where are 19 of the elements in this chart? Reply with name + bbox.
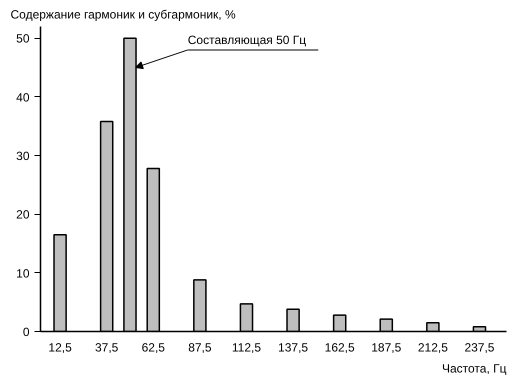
x-tick-label: 237,5 xyxy=(464,340,495,354)
y-tick-label: 30 xyxy=(16,149,30,164)
y-tick-label: 0 xyxy=(22,325,30,339)
x-tick-label: 37,5 xyxy=(94,340,119,354)
x-axis-title: Частота, Гц xyxy=(442,362,507,376)
y-tick-label: 20 xyxy=(16,208,30,222)
x-tick-label: 112,5 xyxy=(232,340,262,354)
x-tick-label: 212,5 xyxy=(418,340,448,354)
x-tick-label: 187,5 xyxy=(371,340,402,354)
y-tick-label: 40 xyxy=(16,90,30,104)
x-tick-label: 137,5 xyxy=(278,340,308,354)
x-tick-label: 62,5 xyxy=(142,340,166,354)
x-tick-label: 87,5 xyxy=(188,340,212,354)
annotation: Составляющая 50 Гц xyxy=(188,33,306,48)
y-tick-label: 50 xyxy=(16,32,30,46)
y-tick-label: 10 xyxy=(16,266,30,280)
x-tick-label: 12,5 xyxy=(48,340,72,354)
y-axis-title: Содержание гармоник и субгармоник, % xyxy=(10,8,236,22)
x-tick-label: 162,5 xyxy=(324,340,356,354)
